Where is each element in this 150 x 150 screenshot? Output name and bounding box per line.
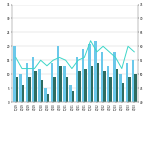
Bar	[57, 46, 59, 102]
Bar	[28, 77, 31, 102]
Bar	[91, 66, 93, 102]
Bar	[119, 74, 122, 102]
Bar	[26, 63, 28, 102]
Bar	[34, 71, 37, 102]
Bar	[116, 69, 118, 102]
Bar	[78, 71, 81, 102]
Bar	[51, 63, 53, 102]
Bar	[53, 77, 56, 102]
Bar	[16, 77, 18, 102]
Bar	[97, 63, 99, 102]
Bar	[88, 44, 91, 102]
Bar	[47, 94, 50, 102]
Bar	[132, 60, 134, 102]
Bar	[113, 52, 116, 102]
Bar	[13, 46, 16, 102]
Bar	[22, 85, 24, 102]
Bar	[76, 57, 78, 102]
Bar	[107, 66, 109, 102]
Bar	[63, 66, 66, 102]
Bar	[41, 80, 43, 102]
Bar	[103, 71, 106, 102]
Bar	[100, 52, 103, 102]
Bar	[59, 66, 62, 102]
Bar	[128, 77, 130, 102]
Bar	[94, 41, 97, 102]
Bar	[32, 57, 34, 102]
Bar	[82, 49, 84, 102]
Bar	[66, 77, 68, 102]
Bar	[44, 88, 47, 102]
Bar	[109, 77, 112, 102]
Bar	[69, 85, 72, 102]
Bar	[84, 69, 87, 102]
Bar	[38, 69, 41, 102]
Bar	[126, 63, 128, 102]
Bar	[134, 74, 137, 102]
Bar	[20, 74, 22, 102]
Bar	[72, 91, 74, 102]
Bar	[122, 82, 124, 102]
